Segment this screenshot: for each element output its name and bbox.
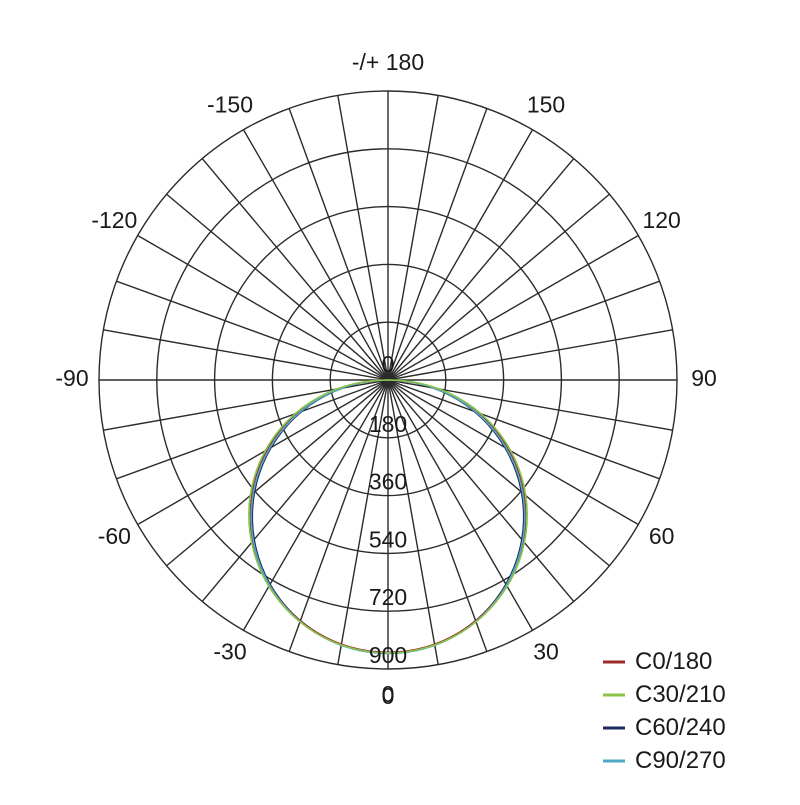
- svg-text:C60/240: C60/240: [635, 714, 726, 741]
- svg-text:-/+ 180: -/+ 180: [352, 49, 424, 75]
- svg-text:30: 30: [533, 639, 559, 665]
- svg-text:-30: -30: [213, 639, 246, 665]
- svg-text:-150: -150: [207, 91, 253, 117]
- svg-text:0: 0: [382, 351, 395, 377]
- svg-text:C90/270: C90/270: [635, 747, 726, 774]
- svg-text:900: 900: [369, 642, 407, 668]
- svg-text:720: 720: [369, 584, 407, 610]
- svg-text:540: 540: [369, 526, 407, 552]
- svg-text:C30/210: C30/210: [635, 681, 726, 708]
- svg-text:150: 150: [527, 91, 565, 117]
- svg-text:360: 360: [369, 469, 407, 495]
- svg-text:180: 180: [369, 411, 407, 437]
- svg-text:-60: -60: [98, 523, 131, 549]
- svg-text:-90: -90: [55, 365, 88, 391]
- svg-text:-120: -120: [91, 207, 137, 233]
- svg-text:C0/180: C0/180: [635, 648, 712, 675]
- svg-text:0: 0: [382, 683, 395, 709]
- svg-text:90: 90: [691, 365, 717, 391]
- svg-text:120: 120: [642, 207, 680, 233]
- svg-text:60: 60: [649, 523, 675, 549]
